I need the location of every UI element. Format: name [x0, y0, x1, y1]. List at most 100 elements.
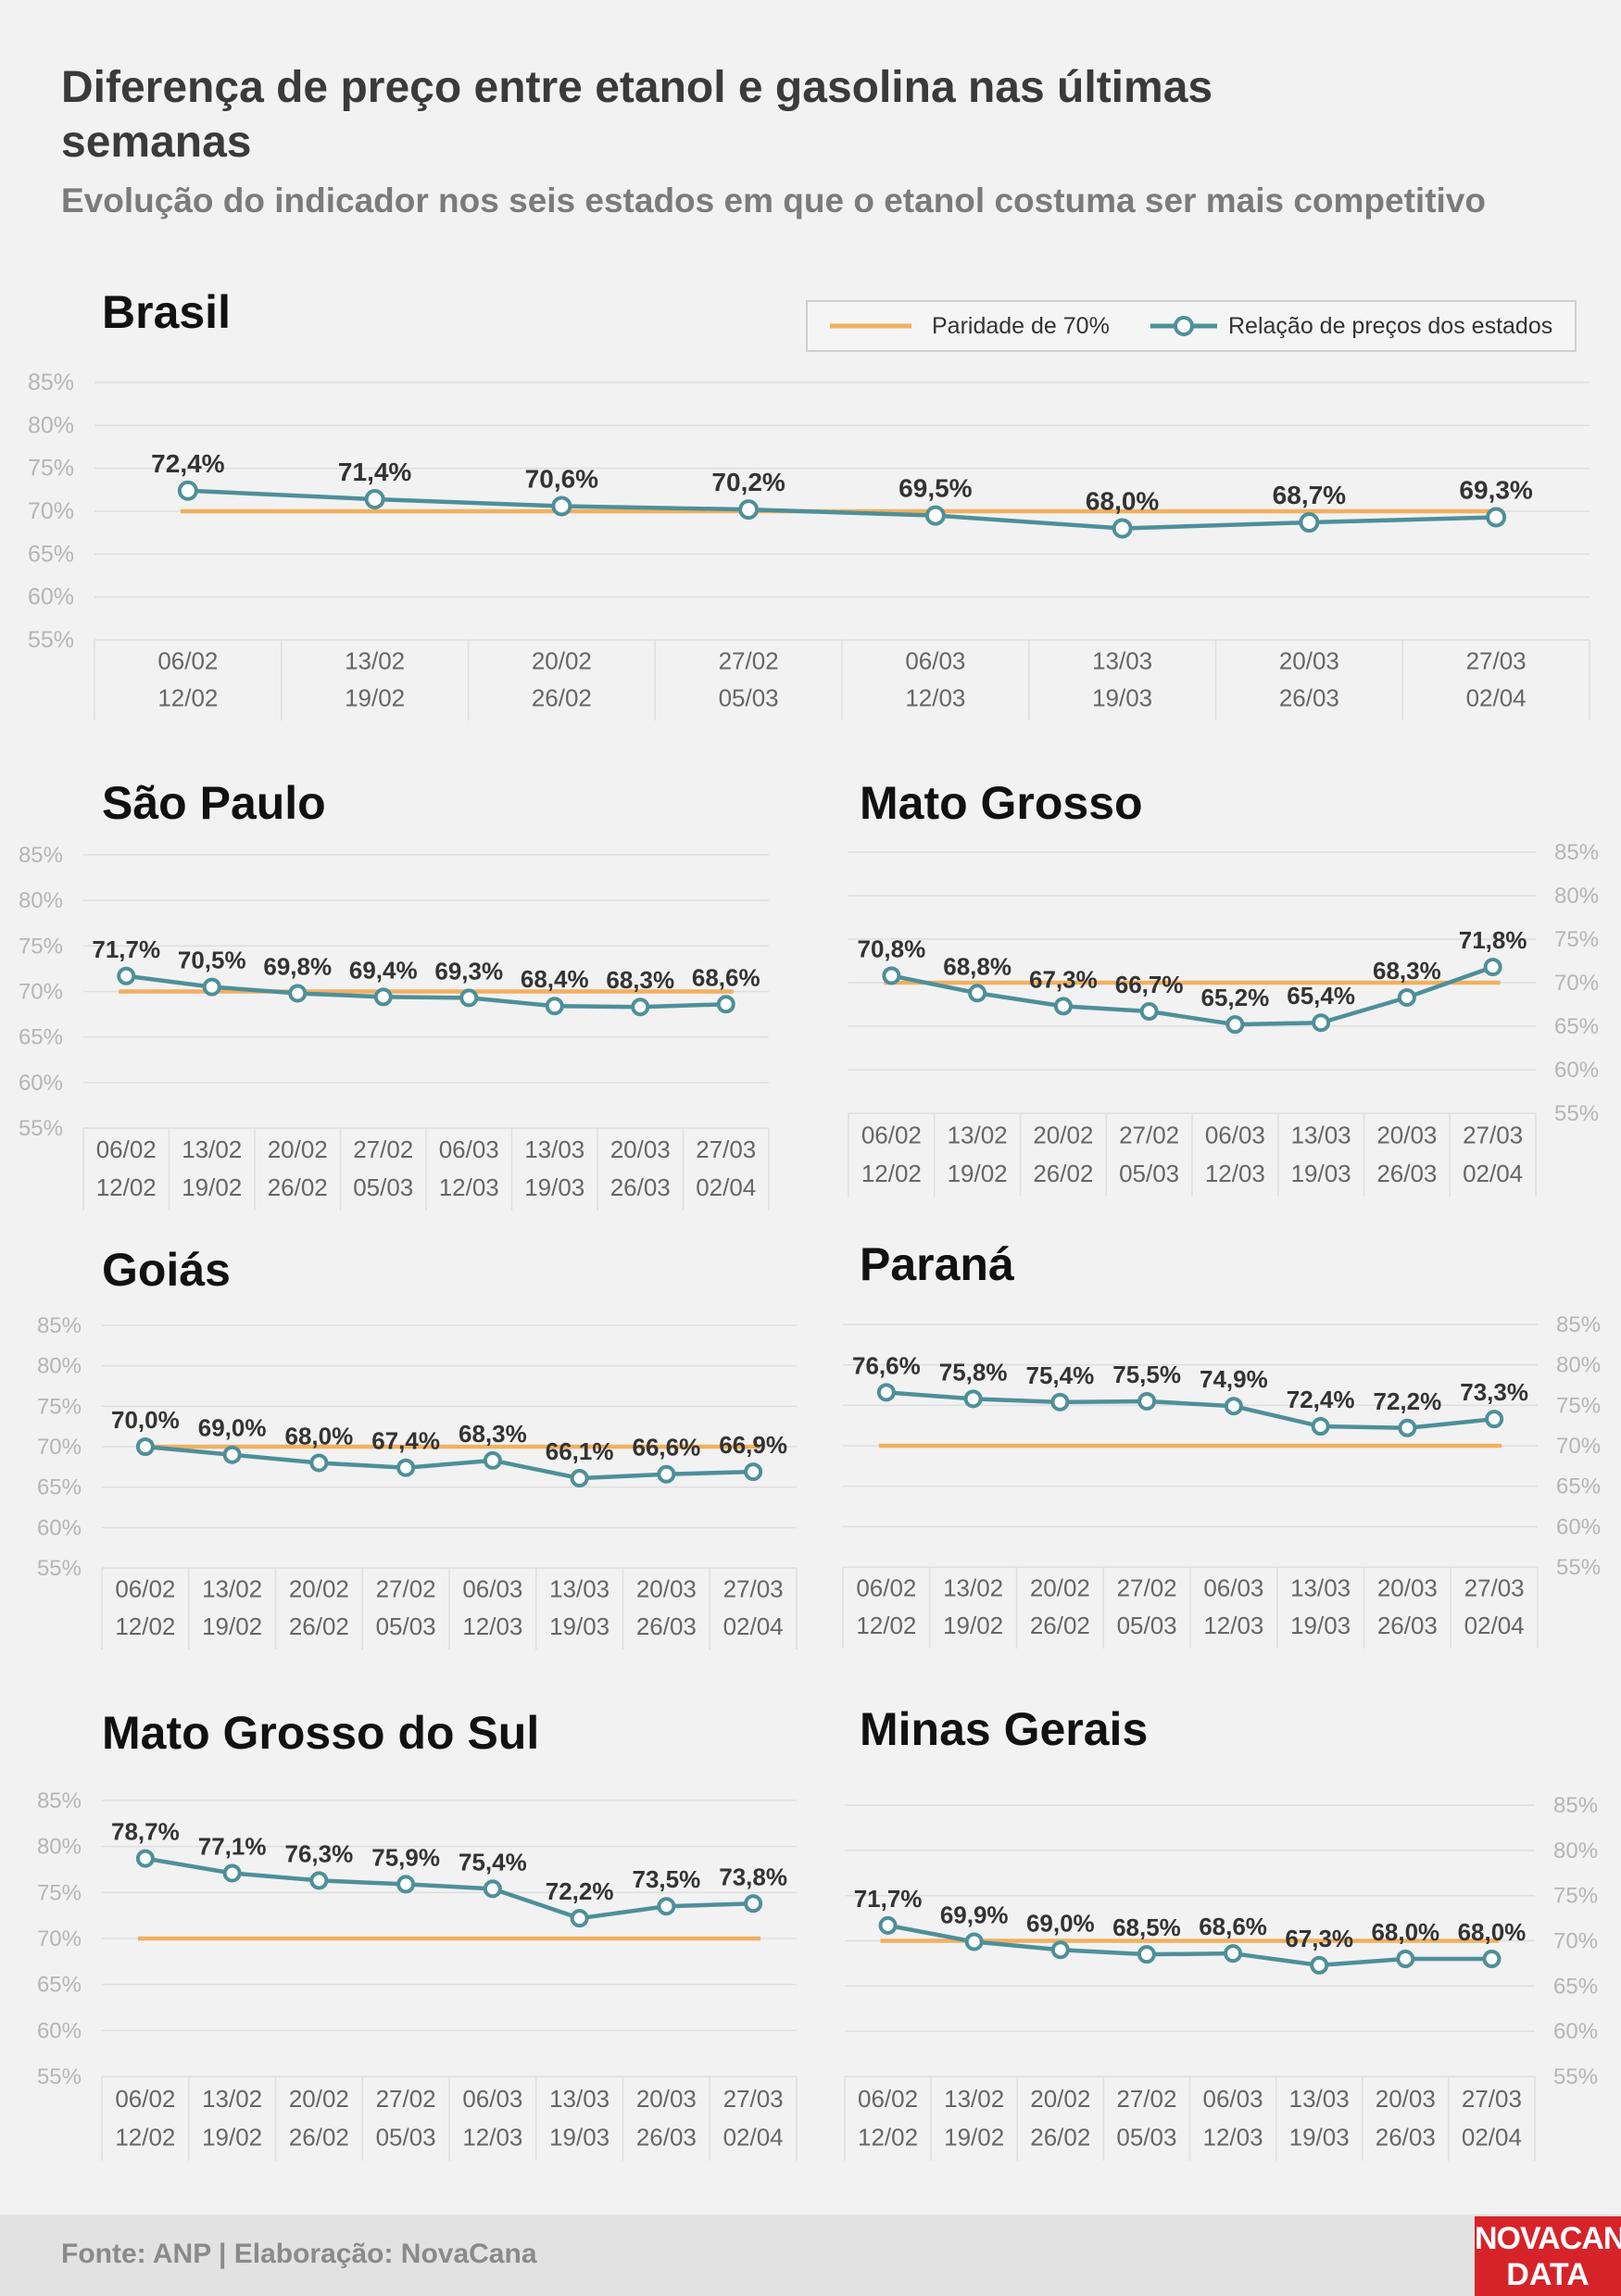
data-label: 73,3% — [1460, 1378, 1528, 1406]
category-label: 06/03 — [462, 1575, 522, 1603]
data-label: 69,3% — [434, 957, 503, 985]
data-point — [1482, 1950, 1502, 1969]
data-label: 75,5% — [1112, 1361, 1181, 1388]
data-label: 66,1% — [546, 1437, 614, 1465]
y-tick-label: 60% — [28, 584, 74, 610]
category-label: 02/04 — [723, 1612, 784, 1640]
category-label: 13/03 — [524, 1135, 584, 1163]
y-tick-label: 65% — [1553, 1974, 1598, 1999]
data-point — [364, 489, 385, 510]
data-label: 68,7% — [1273, 481, 1346, 509]
data-label: 69,9% — [940, 1901, 1009, 1928]
category-label: 13/02 — [345, 646, 405, 674]
data-label: 69,0% — [198, 1414, 267, 1442]
data-point — [288, 984, 308, 1003]
legend-series-label: Relação de preços dos estados — [1228, 313, 1553, 339]
novacana-data-logo: NOVACANA DATA — [1475, 2216, 1621, 2296]
category-label: 19/03 — [1289, 2124, 1350, 2152]
category-label: 20/02 — [289, 1575, 349, 1603]
chart-mato-grosso-do-sul: 85% 80% 75% 70% 65% 60% 55% 06/02 12/02 13/02 19/0… — [37, 1788, 798, 2161]
category-label: 20/02 — [268, 1135, 328, 1163]
category-label: 19/02 — [202, 1612, 262, 1640]
category-label: 12/02 — [115, 1612, 175, 1640]
category-label: 06/03 — [1203, 1575, 1263, 1602]
category-label: 27/03 — [696, 1135, 756, 1163]
chart-mato-grosso: 85% 80% 75% 70% 65% 60% 55% 06/02 12/02 13/02 19/0… — [848, 840, 1599, 1197]
category-label: 20/03 — [610, 1135, 671, 1163]
data-label: 68,0% — [1458, 1918, 1527, 1946]
category-label: 26/03 — [1377, 1612, 1438, 1639]
category-label: 13/02 — [943, 1575, 1003, 1602]
category-label: 13/02 — [948, 1121, 1008, 1148]
data-label: 68,3% — [459, 1420, 527, 1448]
y-tick-label: 55% — [37, 2064, 82, 2089]
category-label: 27/03 — [1464, 1575, 1525, 1602]
y-tick-label: 60% — [37, 1515, 82, 1540]
category-label: 12/03 — [462, 1612, 522, 1640]
data-label: 68,3% — [606, 966, 674, 994]
y-tick-label: 75% — [1556, 1393, 1601, 1418]
category-label: 06/02 — [856, 1575, 916, 1602]
y-tick-label: 65% — [37, 1973, 82, 1998]
category-label: 02/04 — [723, 2124, 784, 2152]
data-label: 72,2% — [1374, 1387, 1442, 1415]
category-label: 19/02 — [948, 1160, 1008, 1187]
y-tick-label: 85% — [1553, 1793, 1598, 1818]
data-label: 72,4% — [151, 449, 224, 478]
y-tick-label: 70% — [37, 1926, 82, 1951]
footer: Fonte: ANP | Elaboração: NovaCana — [0, 2214, 1621, 2296]
category-label: 26/02 — [289, 1612, 349, 1640]
logo-line-2: DATA — [1506, 2257, 1590, 2292]
data-point — [924, 505, 946, 526]
category-label: 20/03 — [1376, 2085, 1436, 2113]
category-label: 20/02 — [289, 2085, 349, 2113]
chart-title-minas-gerais: Minas Gerais — [860, 1703, 1149, 1755]
data-point — [1137, 1391, 1157, 1411]
data-point — [1224, 1944, 1243, 1964]
category-label: 20/03 — [636, 1575, 697, 1603]
data-point — [876, 1383, 896, 1402]
data-point — [1397, 987, 1416, 1007]
y-tick-label: 70% — [37, 1435, 82, 1460]
category-label: 06/02 — [861, 1121, 922, 1148]
data-label: 68,6% — [1199, 1913, 1267, 1940]
data-label: 68,6% — [692, 963, 760, 991]
category-label: 05/03 — [1116, 2124, 1176, 2152]
data-point — [1112, 518, 1133, 539]
category-label: 27/03 — [723, 2085, 784, 2113]
data-label: 75,4% — [1026, 1361, 1095, 1389]
category-label: 26/03 — [1279, 684, 1339, 711]
y-tick-label: 80% — [1556, 1353, 1601, 1378]
category-label: 05/03 — [376, 1612, 436, 1640]
category-label: 19/02 — [182, 1173, 242, 1201]
series-line — [145, 1444, 754, 1481]
data-label: 72,2% — [546, 1877, 614, 1905]
data-point — [483, 1879, 502, 1899]
y-tick-label: 85% — [28, 370, 74, 395]
data-point — [117, 966, 136, 985]
data-label: 74,9% — [1200, 1365, 1268, 1393]
category-label: 13/03 — [1092, 646, 1152, 674]
data-label: 73,8% — [719, 1863, 787, 1890]
category-label: 06/03 — [905, 646, 965, 674]
data-point — [1137, 1945, 1156, 1964]
y-tick-label: 60% — [19, 1071, 63, 1096]
data-point — [1050, 1940, 1070, 1960]
category-label: 19/02 — [943, 1612, 1003, 1639]
data-label: 75,9% — [371, 1843, 440, 1871]
category-label: 06/03 — [1203, 2085, 1263, 2113]
category-label: 20/03 — [1376, 1121, 1437, 1148]
data-point — [396, 1458, 416, 1477]
y-tick-label: 70% — [1556, 1434, 1601, 1459]
data-point — [1485, 1410, 1504, 1429]
category-label: 06/02 — [96, 1135, 157, 1163]
data-point — [396, 1875, 416, 1894]
category-label: 20/02 — [1030, 2085, 1090, 2113]
category-label: 27/02 — [353, 1135, 413, 1163]
series-line — [890, 964, 1494, 1027]
data-label: 71,7% — [854, 1885, 923, 1913]
category-label: 13/02 — [944, 2085, 1004, 2113]
category-label: 26/03 — [610, 1173, 671, 1201]
category-label: 26/02 — [268, 1173, 328, 1201]
category-label: 27/03 — [1466, 646, 1527, 674]
